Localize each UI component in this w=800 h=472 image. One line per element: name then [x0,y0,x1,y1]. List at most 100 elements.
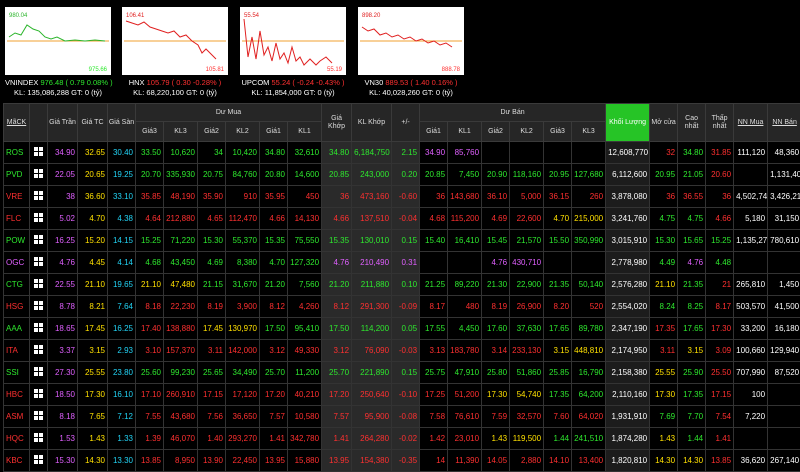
icon-square [39,389,43,393]
chart-icon-cell[interactable] [30,230,48,252]
data-cell: 13.95 [260,450,288,472]
chart-icon-cell[interactable] [30,406,48,428]
chart-icon-cell[interactable] [30,252,48,274]
chart-icon-cell[interactable] [30,340,48,362]
data-cell: 2,174,950 [606,340,650,362]
data-cell: 1,135,270 [734,230,768,252]
grid-icon[interactable] [34,367,43,376]
data-cell: 17.55 [420,318,448,340]
data-cell: 342,780 [288,428,322,450]
data-cell: 3.11 [198,340,226,362]
chart-icon-cell[interactable] [30,428,48,450]
data-cell: 22,600 [510,208,544,230]
data-cell: 22,230 [164,296,198,318]
column-header[interactable]: Khối Lượng [606,104,650,142]
chart-icon-cell[interactable] [30,208,48,230]
data-cell [420,252,448,274]
grid-icon[interactable] [34,169,43,178]
grid-icon[interactable] [34,147,43,156]
icon-square [34,372,38,376]
grid-icon[interactable] [34,323,43,332]
chart-icon-cell[interactable] [30,274,48,296]
grid-icon[interactable] [34,345,43,354]
data-cell: 3.10 [136,340,164,362]
chart-icon-cell[interactable] [30,296,48,318]
gt-value: 0 (tỷ) [200,88,217,97]
data-cell: 118,160 [510,164,544,186]
chart-icon-cell[interactable] [30,164,48,186]
data-cell: 4.64 [136,208,164,230]
icon-square [34,152,38,156]
data-cell: 25.75 [420,362,448,384]
data-cell: 5.02 [48,208,78,230]
grid-icon[interactable] [34,257,43,266]
index-quote-line: HNX 105.79 ( 0.30 -0.28% ) [122,78,228,88]
data-cell: 20.95 [650,164,678,186]
icon-square [34,262,38,266]
data-cell: 260 [572,186,606,208]
data-cell: 5,180 [734,208,768,230]
grid-icon[interactable] [34,411,43,420]
data-cell: 100,660 [734,340,768,362]
chart-icon-cell[interactable] [30,186,48,208]
data-cell: 34.80 [678,142,706,164]
grid-icon[interactable] [34,213,43,222]
data-cell: 34 [198,142,226,164]
icon-square [34,323,38,327]
data-cell: 4.66 [322,208,352,230]
chart-icon-cell[interactable] [30,450,48,472]
column-header: Giá1 [260,122,288,142]
data-cell: 37,630 [510,318,544,340]
data-cell: 10,420 [226,142,260,164]
data-cell: 0.31 [392,252,420,274]
data-cell: 32.65 [78,142,108,164]
grid-icon[interactable] [34,191,43,200]
data-cell: 2,880 [510,450,544,472]
grid-icon[interactable] [34,433,43,442]
grid-icon[interactable] [34,301,43,310]
data-cell: 17.65 [678,318,706,340]
chart-icon-cell[interactable] [30,384,48,406]
chart-icon-cell[interactable] [30,142,48,164]
grid-icon[interactable] [34,455,43,464]
data-cell: 14.30 [678,450,706,472]
data-cell: 14.05 [482,450,510,472]
data-cell: 17.35 [678,384,706,406]
data-cell: 112,470 [226,208,260,230]
data-cell: 10,580 [288,406,322,428]
data-cell: 4,450 [448,318,482,340]
grid-icon[interactable] [34,235,43,244]
icon-square [34,284,38,288]
data-cell: 0.20 [392,164,420,186]
grid-icon[interactable] [34,389,43,398]
data-cell: 127,680 [572,164,606,186]
icon-square [39,169,43,173]
data-cell: 7.59 [482,406,510,428]
data-cell: 22,900 [510,274,544,296]
data-cell: 22.05 [48,164,78,186]
data-cell: -0.09 [392,296,420,318]
data-cell: 4.76 [678,252,706,274]
data-cell: 38 [48,186,78,208]
data-cell: 76,090 [352,340,392,362]
data-cell: 1,131,400 [768,164,800,186]
chart-icon-cell[interactable] [30,362,48,384]
index-quote: 889.53 ( 1.40 0.16% ) [385,78,457,87]
grid-icon[interactable] [34,279,43,288]
data-cell: 85,760 [448,142,482,164]
data-cell: 16,790 [572,362,606,384]
data-cell: 48,360 [768,142,800,164]
chart-icon-cell[interactable] [30,318,48,340]
data-cell: 7.70 [678,406,706,428]
data-cell: 335,930 [164,164,198,186]
icon-square [39,328,43,332]
data-cell: 8.12 [322,296,352,318]
data-cell: 14,600 [288,164,322,186]
symbol-cell: OGC [4,252,30,274]
